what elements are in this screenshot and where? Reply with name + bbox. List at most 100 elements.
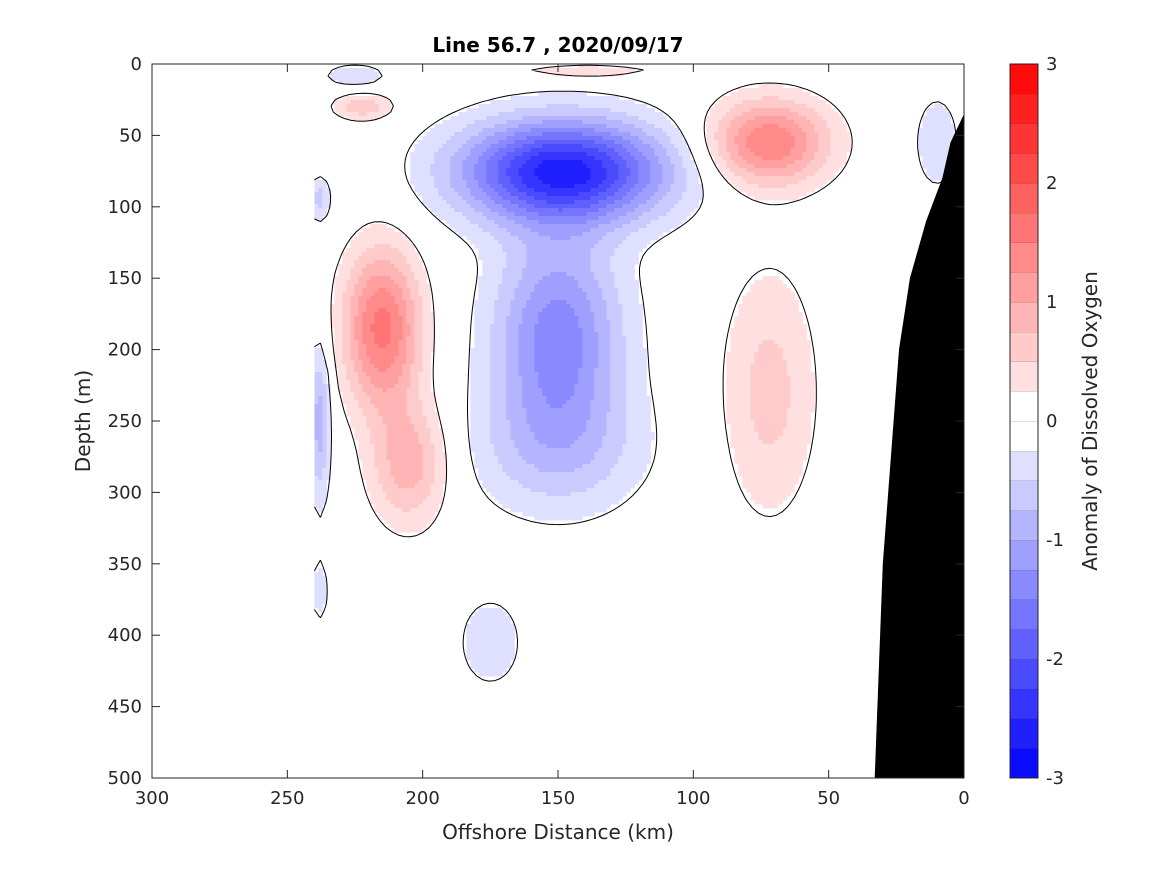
- heatmap-cell: [586, 180, 591, 185]
- heatmap-cell: [446, 128, 451, 133]
- heatmap-cell: [670, 140, 675, 145]
- heatmap-cell: [390, 244, 395, 249]
- heatmap-cell: [574, 92, 579, 97]
- heatmap-cell: [498, 136, 503, 141]
- heatmap-cell: [794, 160, 799, 165]
- heatmap-cell: [390, 252, 395, 257]
- heatmap-cell: [354, 320, 359, 325]
- heatmap-cell: [526, 112, 531, 117]
- heatmap-cell: [518, 124, 523, 129]
- heatmap-cell: [558, 312, 563, 317]
- heatmap-cell: [618, 260, 623, 265]
- heatmap-cell: [578, 220, 583, 225]
- heatmap-cell: [562, 120, 567, 125]
- heatmap-cell: [842, 128, 847, 133]
- heatmap-cell: [802, 92, 807, 97]
- heatmap-cell: [654, 140, 659, 145]
- heatmap-cell: [578, 72, 583, 77]
- heatmap-cell: [766, 88, 771, 93]
- heatmap-cell: [498, 156, 503, 161]
- heatmap-cell: [522, 96, 527, 101]
- heatmap-cell: [782, 96, 787, 101]
- heatmap-cell: [818, 164, 823, 169]
- heatmap-cell: [622, 164, 627, 169]
- heatmap-cell: [758, 136, 763, 141]
- heatmap-cell: [390, 232, 395, 237]
- heatmap-cell: [362, 228, 367, 233]
- heatmap-cell: [758, 324, 763, 329]
- heatmap-cell: [410, 300, 415, 305]
- heatmap-cell: [574, 284, 579, 289]
- heatmap-cell: [754, 320, 759, 325]
- heatmap-cell: [934, 160, 939, 165]
- heatmap-cell: [682, 156, 687, 161]
- heatmap-cell: [486, 240, 491, 245]
- heatmap-cell: [418, 156, 423, 161]
- heatmap-cell: [834, 168, 839, 173]
- heatmap-cell: [586, 196, 591, 201]
- heatmap-cell: [438, 156, 443, 161]
- heatmap-cell: [346, 260, 351, 265]
- heatmap-cell: [474, 320, 479, 325]
- heatmap-cell: [790, 296, 795, 301]
- heatmap-cell: [422, 300, 427, 305]
- heatmap-cell: [650, 200, 655, 205]
- heatmap-cell: [518, 276, 523, 281]
- heatmap-cell: [614, 124, 619, 129]
- heatmap-cell: [630, 220, 635, 225]
- heatmap-cell: [514, 180, 519, 185]
- heatmap-cell: [666, 160, 671, 165]
- heatmap-cell: [358, 96, 363, 101]
- heatmap-cell: [466, 196, 471, 201]
- heatmap-cell: [590, 104, 595, 109]
- heatmap-cell: [518, 176, 523, 181]
- heatmap-cell: [934, 132, 939, 137]
- heatmap-cell: [814, 128, 819, 133]
- heatmap-cell: [590, 132, 595, 137]
- heatmap-cell: [358, 308, 363, 313]
- heatmap-cell: [582, 188, 587, 193]
- heatmap-cell: [562, 316, 567, 321]
- heatmap-cell: [742, 140, 747, 145]
- heatmap-cell: [502, 144, 507, 149]
- heatmap-cell: [730, 112, 735, 117]
- heatmap-cell: [370, 68, 375, 73]
- heatmap-cell: [674, 216, 679, 221]
- heatmap-cell: [402, 252, 407, 257]
- heatmap-cell: [758, 164, 763, 169]
- heatmap-cell: [614, 168, 619, 173]
- heatmap-cell: [502, 128, 507, 133]
- heatmap-cell: [366, 252, 371, 257]
- heatmap-cell: [918, 136, 923, 141]
- heatmap-cell: [626, 192, 631, 197]
- heatmap-cell: [606, 136, 611, 141]
- heatmap-cell: [754, 108, 759, 113]
- heatmap-cell: [730, 168, 735, 173]
- heatmap-cell: [770, 324, 775, 329]
- heatmap-cell: [814, 168, 819, 173]
- heatmap-cell: [622, 116, 627, 121]
- heatmap-cell: [506, 108, 511, 113]
- heatmap-cell: [370, 100, 375, 105]
- heatmap-cell: [794, 116, 799, 121]
- heatmap-cell: [586, 276, 591, 281]
- heatmap-cell: [622, 204, 627, 209]
- heatmap-cell: [770, 84, 775, 89]
- heatmap-cell: [806, 152, 811, 157]
- heatmap-cell: [550, 164, 555, 169]
- heatmap-cell: [574, 100, 579, 105]
- heatmap-cell: [622, 112, 627, 117]
- heatmap-cell: [738, 132, 743, 137]
- heatmap-cell: [530, 120, 535, 125]
- heatmap-cell: [646, 152, 651, 157]
- heatmap-cell: [730, 136, 735, 141]
- heatmap-cell: [634, 296, 639, 301]
- heatmap-cell: [562, 284, 567, 289]
- heatmap-cell: [578, 120, 583, 125]
- heatmap-cell: [522, 140, 527, 145]
- heatmap-cell: [554, 224, 559, 229]
- heatmap-cell: [830, 148, 835, 153]
- heatmap-cell: [630, 128, 635, 133]
- heatmap-cell: [606, 172, 611, 177]
- heatmap-cell: [650, 220, 655, 225]
